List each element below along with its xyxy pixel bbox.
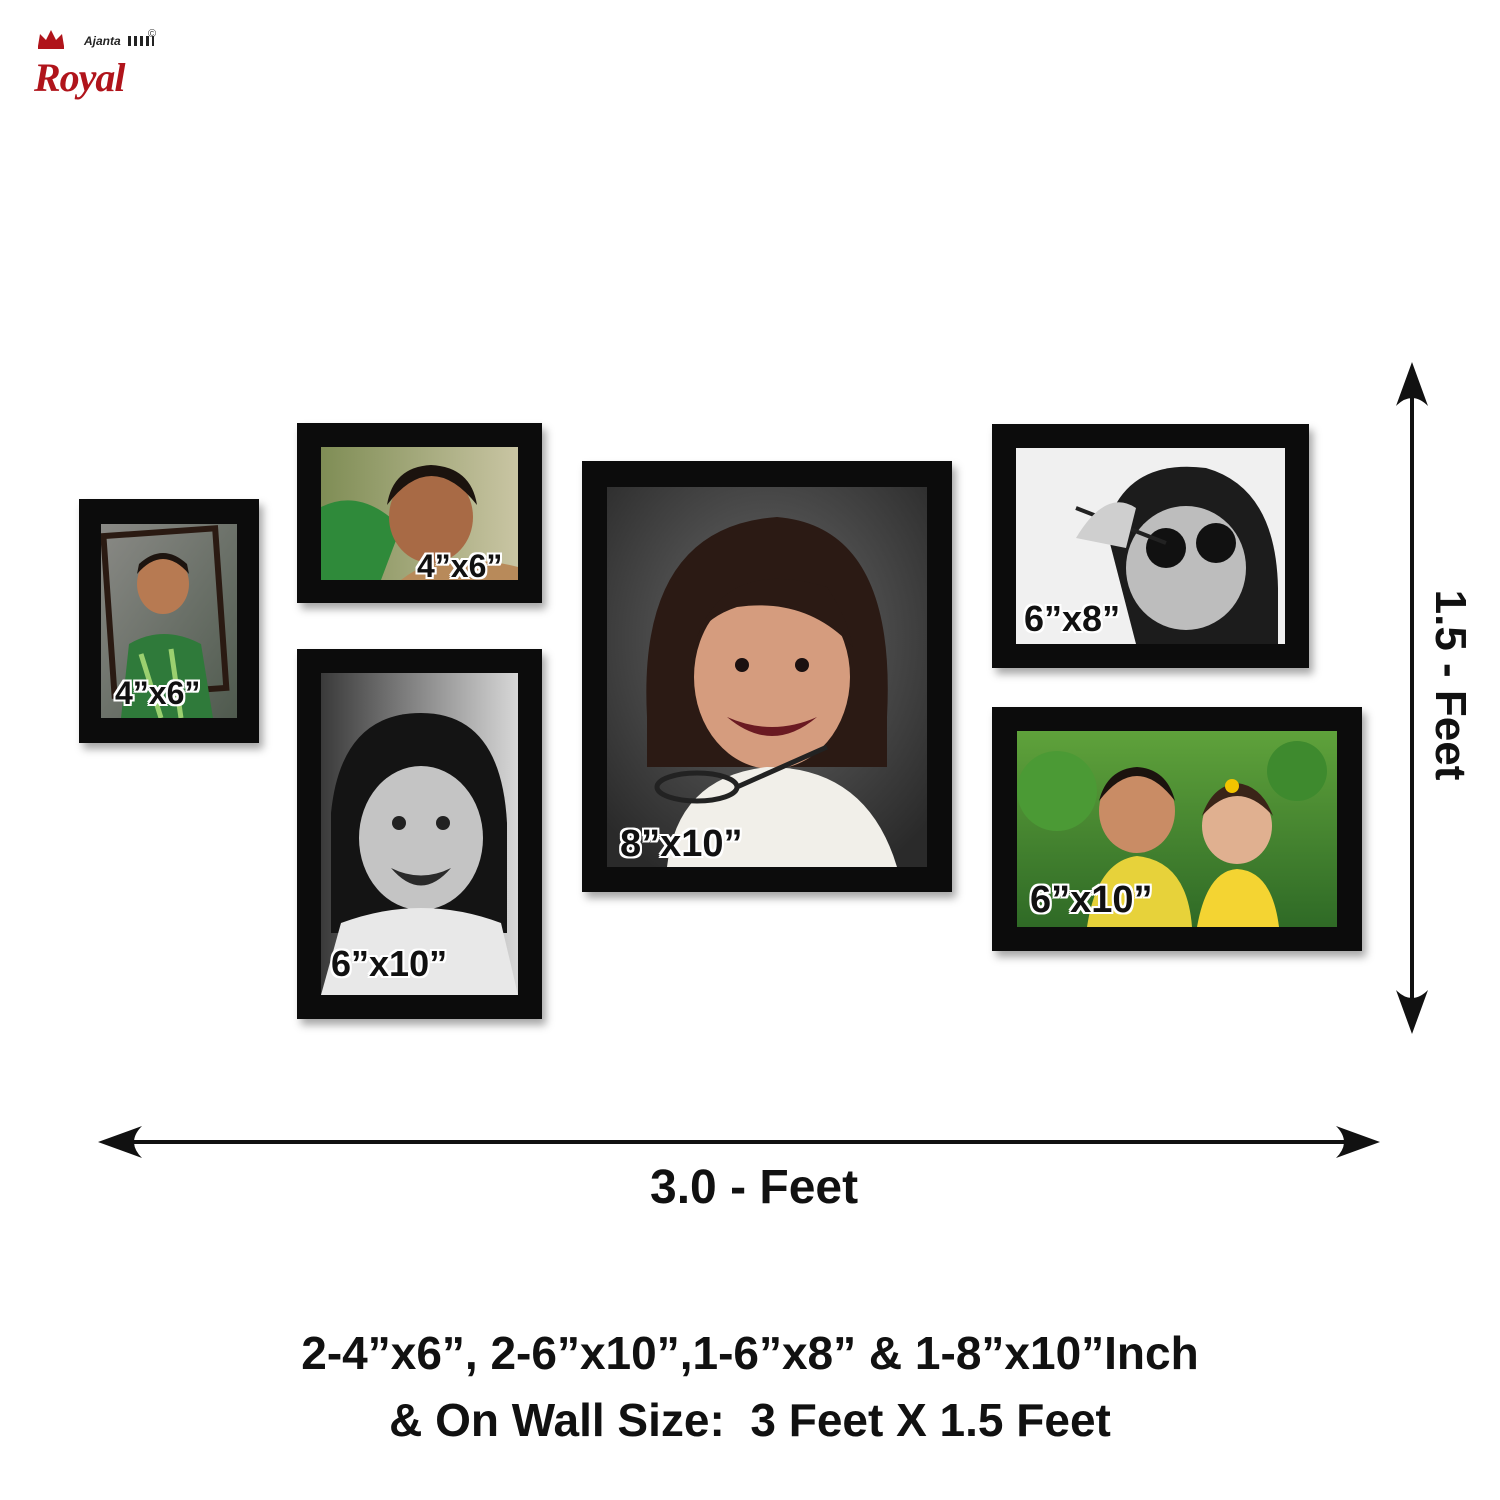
height-arrow	[1396, 362, 1428, 1034]
height-label: 1.5 - Feet	[1426, 589, 1475, 781]
size-label-4: 8”x10”	[620, 823, 743, 865]
size-label-1: 4”x6”	[115, 675, 201, 711]
caption-line-2: & On Wall Size: 3 Feet X 1.5 Feet	[389, 1394, 1111, 1446]
photo-two-children	[1017, 731, 1337, 927]
brand-name: Royal	[34, 55, 126, 100]
photo-smiling-boy	[321, 447, 518, 580]
width-arrow	[98, 1126, 1380, 1158]
photo-girl-with-sunglasses	[607, 487, 927, 867]
photo-frame-6: 6”x10”	[992, 707, 1362, 951]
brand-sub: Ajanta	[84, 34, 121, 48]
crown-icon	[38, 30, 64, 49]
photo-girl-with-glasses-bw	[1016, 448, 1285, 644]
photo-frame-4: 8”x10”	[582, 461, 952, 892]
size-label-6: 6”x10”	[1030, 879, 1153, 921]
copyright-mark: ©	[148, 28, 157, 40]
size-label-3: 6”x10”	[331, 943, 448, 984]
size-label-5: 6”x8”	[1024, 598, 1121, 639]
width-label: 3.0 - Feet	[650, 1161, 859, 1214]
caption-line-1: 2-4”x6”, 2-6”x10”,1-6”x8” & 1-8”x10”Inch	[301, 1327, 1199, 1379]
photo-frame-1: 4”x6”	[79, 499, 259, 743]
checker-pattern	[128, 36, 154, 46]
photo-laughing-girl-bw	[321, 673, 518, 995]
photo-frame-2: 4”x6”	[297, 423, 542, 603]
photo-boy-holding-frame	[101, 524, 237, 718]
size-label-2: 4”x6”	[417, 548, 503, 584]
brand-logo: Ajanta © Royal	[30, 28, 160, 100]
photo-frame-3: 6”x10”	[297, 649, 542, 1019]
photo-frame-5: 6”x8”	[992, 424, 1309, 668]
